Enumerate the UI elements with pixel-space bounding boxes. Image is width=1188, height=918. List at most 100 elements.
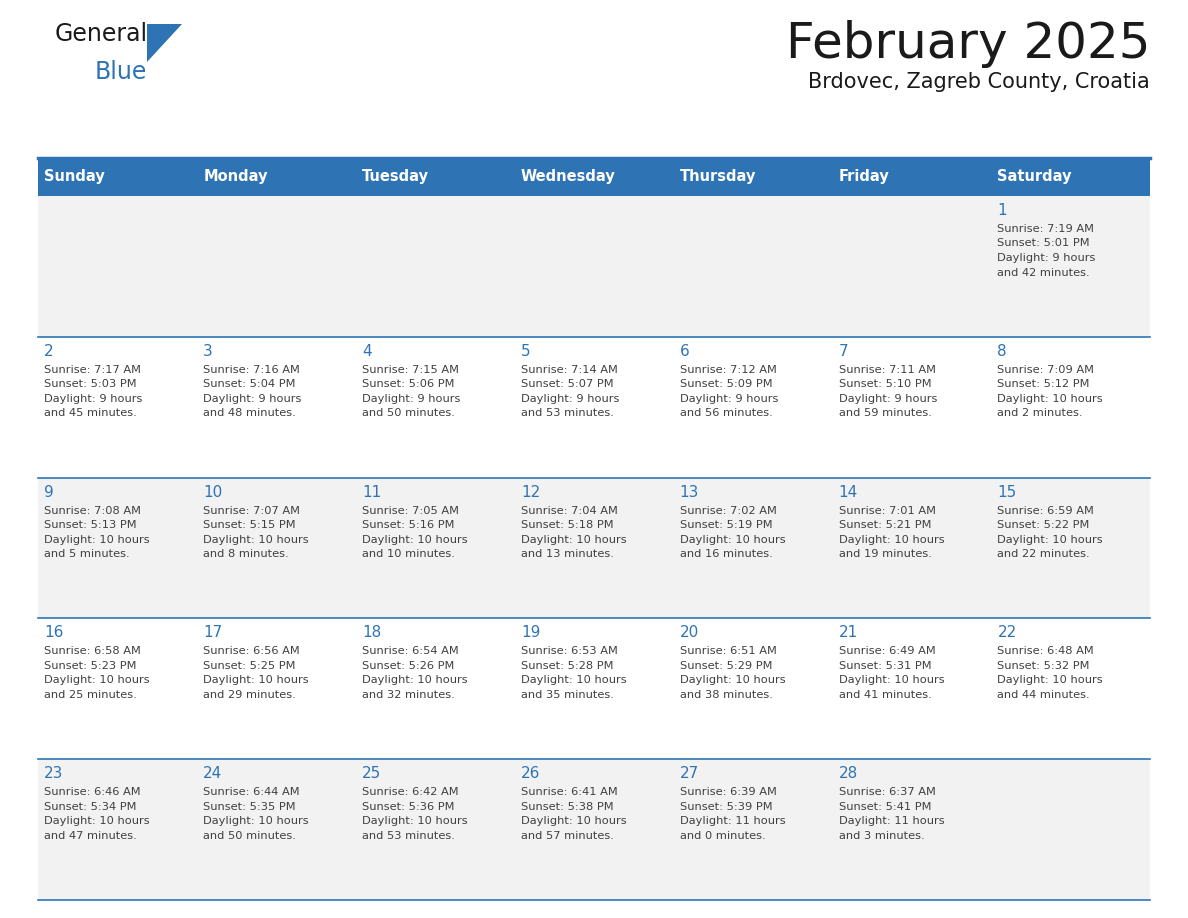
Text: Sunrise: 6:37 AM: Sunrise: 6:37 AM (839, 788, 935, 797)
Text: Daylight: 10 hours: Daylight: 10 hours (520, 676, 626, 686)
Text: and 50 minutes.: and 50 minutes. (362, 409, 455, 419)
Text: 1: 1 (998, 203, 1007, 218)
Text: 14: 14 (839, 485, 858, 499)
Text: Sunrise: 6:53 AM: Sunrise: 6:53 AM (520, 646, 618, 656)
Text: Sunrise: 6:39 AM: Sunrise: 6:39 AM (680, 788, 777, 797)
Text: 15: 15 (998, 485, 1017, 499)
Text: Sunset: 5:16 PM: Sunset: 5:16 PM (362, 521, 455, 530)
Text: Monday: Monday (203, 170, 267, 185)
Text: and 50 minutes.: and 50 minutes. (203, 831, 296, 841)
Text: Blue: Blue (95, 60, 147, 84)
Text: Daylight: 10 hours: Daylight: 10 hours (362, 534, 468, 544)
Text: Sunset: 5:31 PM: Sunset: 5:31 PM (839, 661, 931, 671)
Text: Sunset: 5:35 PM: Sunset: 5:35 PM (203, 801, 296, 812)
Text: Daylight: 10 hours: Daylight: 10 hours (680, 534, 785, 544)
Text: and 53 minutes.: and 53 minutes. (520, 409, 614, 419)
Text: 2: 2 (44, 344, 53, 359)
Text: and 56 minutes.: and 56 minutes. (680, 409, 772, 419)
Text: Daylight: 10 hours: Daylight: 10 hours (44, 676, 150, 686)
Text: and 48 minutes.: and 48 minutes. (203, 409, 296, 419)
Text: 10: 10 (203, 485, 222, 499)
Text: Sunrise: 6:49 AM: Sunrise: 6:49 AM (839, 646, 935, 656)
Text: Wednesday: Wednesday (520, 170, 615, 185)
Text: Daylight: 10 hours: Daylight: 10 hours (680, 676, 785, 686)
Text: Sunrise: 6:59 AM: Sunrise: 6:59 AM (998, 506, 1094, 516)
Text: General: General (55, 22, 148, 46)
Bar (38, 196, 1150, 337)
Text: Sunrise: 7:01 AM: Sunrise: 7:01 AM (839, 506, 936, 516)
Text: Sunrise: 7:15 AM: Sunrise: 7:15 AM (362, 364, 459, 375)
Bar (38, 759, 1150, 900)
Text: Sunrise: 6:51 AM: Sunrise: 6:51 AM (680, 646, 777, 656)
Text: Daylight: 10 hours: Daylight: 10 hours (998, 676, 1104, 686)
Text: 7: 7 (839, 344, 848, 359)
Text: and 8 minutes.: and 8 minutes. (203, 549, 289, 559)
Text: Sunset: 5:34 PM: Sunset: 5:34 PM (44, 801, 137, 812)
Text: Daylight: 10 hours: Daylight: 10 hours (520, 534, 626, 544)
Text: 28: 28 (839, 767, 858, 781)
Text: and 22 minutes.: and 22 minutes. (998, 549, 1091, 559)
Text: and 25 minutes.: and 25 minutes. (44, 690, 137, 700)
Text: and 19 minutes.: and 19 minutes. (839, 549, 931, 559)
Text: 23: 23 (44, 767, 64, 781)
Text: Sunset: 5:15 PM: Sunset: 5:15 PM (203, 521, 296, 530)
Text: Daylight: 9 hours: Daylight: 9 hours (44, 394, 143, 404)
Text: Daylight: 10 hours: Daylight: 10 hours (998, 534, 1104, 544)
Text: Sunset: 5:04 PM: Sunset: 5:04 PM (203, 379, 296, 389)
Text: Sunrise: 7:09 AM: Sunrise: 7:09 AM (998, 364, 1094, 375)
Text: Sunrise: 6:58 AM: Sunrise: 6:58 AM (44, 646, 141, 656)
Text: Sunrise: 6:42 AM: Sunrise: 6:42 AM (362, 788, 459, 797)
Text: and 10 minutes.: and 10 minutes. (362, 549, 455, 559)
Bar (38, 158, 1150, 196)
Text: 3: 3 (203, 344, 213, 359)
Text: Sunset: 5:23 PM: Sunset: 5:23 PM (44, 661, 137, 671)
Text: Daylight: 10 hours: Daylight: 10 hours (520, 816, 626, 826)
Text: Daylight: 10 hours: Daylight: 10 hours (203, 676, 309, 686)
Text: Sunrise: 7:04 AM: Sunrise: 7:04 AM (520, 506, 618, 516)
Bar (38, 477, 1150, 619)
Text: Friday: Friday (839, 170, 890, 185)
Text: Daylight: 9 hours: Daylight: 9 hours (520, 394, 619, 404)
Text: and 42 minutes.: and 42 minutes. (998, 267, 1091, 277)
Text: 20: 20 (680, 625, 699, 641)
Text: Daylight: 11 hours: Daylight: 11 hours (839, 816, 944, 826)
Text: Sunset: 5:12 PM: Sunset: 5:12 PM (998, 379, 1091, 389)
Text: 26: 26 (520, 767, 541, 781)
Text: 22: 22 (998, 625, 1017, 641)
Text: Sunset: 5:28 PM: Sunset: 5:28 PM (520, 661, 613, 671)
Text: Sunset: 5:07 PM: Sunset: 5:07 PM (520, 379, 613, 389)
Text: Sunrise: 6:54 AM: Sunrise: 6:54 AM (362, 646, 459, 656)
Text: Sunset: 5:41 PM: Sunset: 5:41 PM (839, 801, 931, 812)
Text: 19: 19 (520, 625, 541, 641)
Text: and 44 minutes.: and 44 minutes. (998, 690, 1091, 700)
Text: Daylight: 10 hours: Daylight: 10 hours (203, 534, 309, 544)
Text: and 29 minutes.: and 29 minutes. (203, 690, 296, 700)
Text: Sunset: 5:32 PM: Sunset: 5:32 PM (998, 661, 1091, 671)
Text: and 2 minutes.: and 2 minutes. (998, 409, 1083, 419)
Text: 25: 25 (362, 767, 381, 781)
Text: 24: 24 (203, 767, 222, 781)
Text: and 47 minutes.: and 47 minutes. (44, 831, 137, 841)
Text: 16: 16 (44, 625, 64, 641)
Text: Brdovec, Zagreb County, Croatia: Brdovec, Zagreb County, Croatia (808, 72, 1150, 92)
Text: 21: 21 (839, 625, 858, 641)
Text: Sunset: 5:03 PM: Sunset: 5:03 PM (44, 379, 137, 389)
Text: 4: 4 (362, 344, 372, 359)
Text: Sunset: 5:21 PM: Sunset: 5:21 PM (839, 521, 931, 530)
Text: Daylight: 10 hours: Daylight: 10 hours (362, 676, 468, 686)
Text: 18: 18 (362, 625, 381, 641)
Text: Sunday: Sunday (44, 170, 105, 185)
Text: Sunrise: 7:19 AM: Sunrise: 7:19 AM (998, 224, 1094, 234)
Text: Sunset: 5:25 PM: Sunset: 5:25 PM (203, 661, 296, 671)
Text: Daylight: 10 hours: Daylight: 10 hours (44, 534, 150, 544)
Text: Sunset: 5:39 PM: Sunset: 5:39 PM (680, 801, 772, 812)
Text: Sunrise: 7:12 AM: Sunrise: 7:12 AM (680, 364, 777, 375)
Text: Daylight: 11 hours: Daylight: 11 hours (680, 816, 785, 826)
Text: Sunset: 5:09 PM: Sunset: 5:09 PM (680, 379, 772, 389)
Text: Sunrise: 6:56 AM: Sunrise: 6:56 AM (203, 646, 299, 656)
Text: Daylight: 10 hours: Daylight: 10 hours (44, 816, 150, 826)
Bar (38, 619, 1150, 759)
Text: February 2025: February 2025 (785, 20, 1150, 68)
Text: Sunrise: 7:05 AM: Sunrise: 7:05 AM (362, 506, 459, 516)
Text: Daylight: 9 hours: Daylight: 9 hours (998, 253, 1095, 263)
